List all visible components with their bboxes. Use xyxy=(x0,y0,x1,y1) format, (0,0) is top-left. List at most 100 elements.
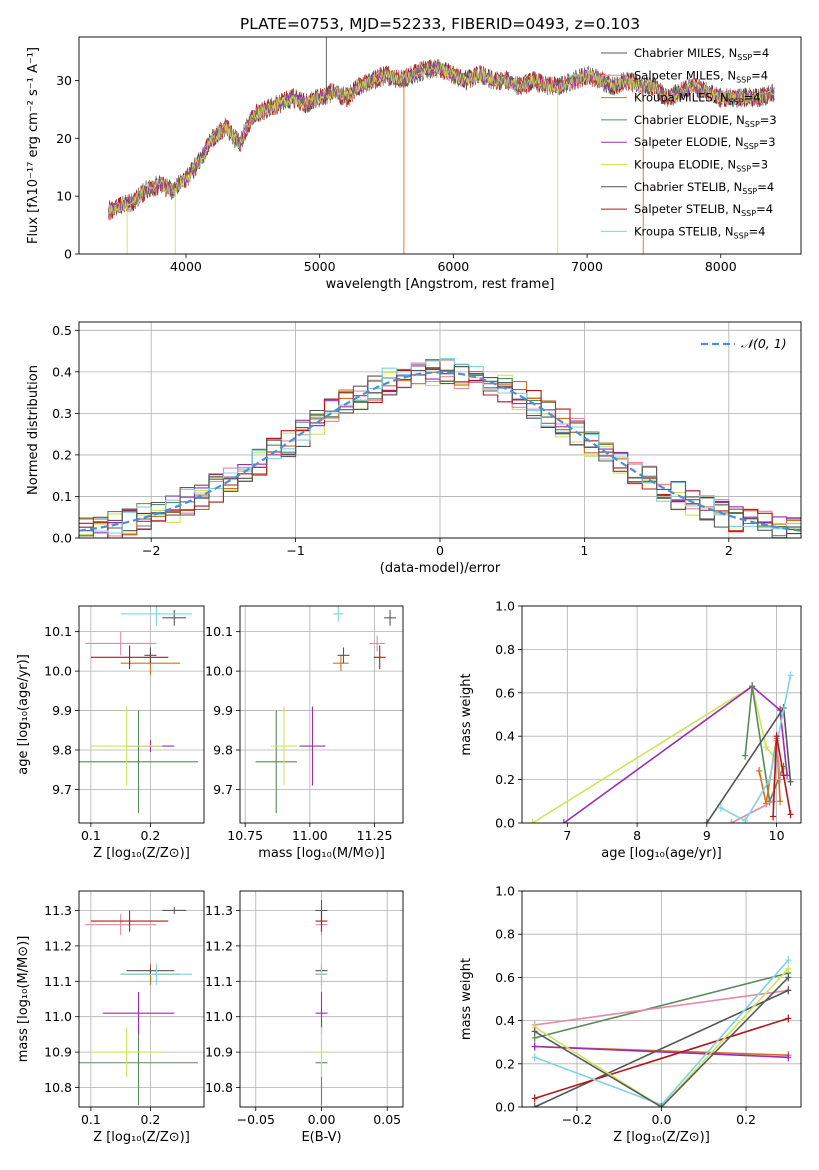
legend-sub: SSP xyxy=(729,98,744,107)
x-axis-label: Z [log₁₀(Z/Z⊙)] xyxy=(93,846,190,861)
y-axis-label: mass weight xyxy=(459,958,474,1040)
y-tick-label: 0.0 xyxy=(495,816,515,831)
x-tick-label: 1 xyxy=(580,543,588,558)
y-tick-label: 30 xyxy=(56,73,72,88)
y-tick-label: 10.1 xyxy=(205,624,233,639)
y-tick-label: 11.1 xyxy=(44,974,72,989)
x-tick-label: 7000 xyxy=(571,259,603,274)
y-tick-label: 0.8 xyxy=(495,642,515,657)
legend-sub: SSP xyxy=(737,53,752,62)
y-tick-label: 0.0 xyxy=(52,531,72,546)
y-tick-label: 10.9 xyxy=(44,1045,72,1060)
y-tick-label: 9.7 xyxy=(213,782,233,797)
x-tick-label: 0.00 xyxy=(308,1112,336,1127)
histogram-chabrier_miles xyxy=(79,366,801,538)
x-tick-label: 7 xyxy=(563,828,571,843)
series-line-chabrier_elodie xyxy=(744,686,785,805)
y-tick-label: 0.2 xyxy=(52,447,72,462)
x-tick-label: 0.2 xyxy=(140,1112,160,1127)
y-tick-label: 0.6 xyxy=(495,685,515,700)
y-tick-label: 10.8 xyxy=(44,1080,72,1095)
legend-sub: SSP xyxy=(734,231,749,240)
y-tick-label: 0.4 xyxy=(52,364,72,379)
series xyxy=(531,956,792,1107)
plot-frame xyxy=(239,890,404,1108)
x-tick-label: −0.2 xyxy=(562,1112,592,1127)
z-mass-panel: 0.1 0.2 10.8 10.9 11.0 11.1 11.2 11.3 Z [log₁₀(Z… xyxy=(16,890,205,1145)
y-tick-label: 10.9 xyxy=(205,1045,233,1060)
legend-sub: SSP xyxy=(736,165,751,174)
y-tick-label: 9.9 xyxy=(213,703,233,718)
x-tick-label: 10.75 xyxy=(227,828,263,843)
legend-sub: SSP xyxy=(744,142,759,151)
y-axis-label: mass weight xyxy=(459,673,474,755)
figure-title: PLATE=0753, MJD=52233, FIBERID=0493, z=0… xyxy=(240,15,640,33)
x-tick-label: 11.00 xyxy=(292,828,328,843)
gaussian-curve xyxy=(79,371,801,532)
x-axis-label: age [log₁₀(age/yr)] xyxy=(601,846,722,861)
y-axis-label: mass [log₁₀(M/M⊙)] xyxy=(16,936,31,1063)
legend-label-chabrier_stelib: Chabrier STELIB, NSSP=4 xyxy=(634,180,774,196)
x-tick-label: 2 xyxy=(725,543,733,558)
y-tick-label: 0.3 xyxy=(52,406,72,421)
spectrum-line-kroupa_elodie xyxy=(108,62,775,215)
legend-label-chabrier_elodie: Chabrier ELODIE, NSSP=3 xyxy=(634,113,777,129)
x-tick-label: 9 xyxy=(703,828,711,843)
legend-sub: SSP xyxy=(742,187,757,196)
spectrum-panel: 4000 5000 6000 7000 8000 0 10 20 30 wavelength [A… xyxy=(26,36,802,292)
x-tick-label: −1 xyxy=(286,543,304,558)
points xyxy=(79,906,199,1106)
age-weight-panel: 7 8 9 10 0.0 0.2 0.4 0.6 0.8 1.0 age [log₁₀(age/yr… xyxy=(459,599,802,861)
x-tick-label: 0.2 xyxy=(140,828,160,843)
y-tick-label: 0.4 xyxy=(495,729,515,744)
x-tick-label: 0 xyxy=(436,543,444,558)
plot-frame xyxy=(78,36,802,255)
y-tick-label: 0.2 xyxy=(495,1056,515,1071)
legend-rest: =4 xyxy=(757,180,774,194)
series-line-salpeter_stelib xyxy=(534,1017,789,1100)
series-line-chabrier_miles xyxy=(534,976,789,1107)
plot-frame xyxy=(521,890,802,1108)
series-line-salpeter_elodie xyxy=(534,1045,789,1059)
series-line-salpeter_stelib xyxy=(772,736,792,817)
plot-frame xyxy=(78,890,205,1108)
points xyxy=(255,606,397,814)
x-axis-label: (data-model)/error xyxy=(380,561,501,576)
series-line-kroupa_elodie xyxy=(534,968,789,1107)
legend-label-salpeter_miles: Salpeter MILES, NSSP=4 xyxy=(634,68,768,84)
x-axis-label: wavelength [Angstrom, rest frame] xyxy=(326,277,555,292)
y-tick-label: 0.1 xyxy=(52,489,72,504)
y-tick-label: 11.2 xyxy=(44,938,72,953)
plot-frame xyxy=(78,321,802,539)
y-tick-label: 11.3 xyxy=(205,903,233,918)
y-tick-label: 9.7 xyxy=(52,782,72,797)
mass-age-panel: 10.75 11.00 11.25 9.7 9.8 9.9 10.0 10.1 mass [lo… xyxy=(205,605,404,861)
legend-label-salpeter_elodie: Salpeter ELODIE, NSSP=3 xyxy=(634,135,776,151)
x-tick-label: −0.05 xyxy=(237,1112,275,1127)
legend-label-salpeter_stelib: Salpeter STELIB, NSSP=4 xyxy=(634,202,773,218)
series-line-salpeter_elodie xyxy=(563,685,788,823)
legend-rest: =3 xyxy=(760,113,777,127)
x-axis-label: mass [log₁₀(M/M⊙)] xyxy=(258,846,385,861)
y-tick-label: 10.1 xyxy=(44,624,72,639)
legend-rest: =3 xyxy=(751,158,768,172)
plot-frame xyxy=(78,605,205,824)
legend-label-chabrier_miles: Chabrier MILES, NSSP=4 xyxy=(634,46,769,62)
plot-frame xyxy=(239,605,404,824)
points xyxy=(315,899,328,1106)
legend-rest: =4 xyxy=(751,68,768,82)
x-tick-label: 4000 xyxy=(170,259,202,274)
y-axis-label: age [log₁₀(age/yr)] xyxy=(16,654,31,775)
histogram-kroupa_stelib xyxy=(79,358,801,538)
histograms xyxy=(79,358,801,538)
series-line-kroupa_stelib xyxy=(720,675,792,822)
y-tick-label: 11.1 xyxy=(205,974,233,989)
y-tick-label: 0.2 xyxy=(495,772,515,787)
x-tick-label: 0.1 xyxy=(81,1112,101,1127)
y-tick-label: 10.8 xyxy=(205,1080,233,1095)
x-tick-label: 0.2 xyxy=(736,1112,756,1127)
y-tick-label: 10.0 xyxy=(44,664,72,679)
x-axis-label: Z [log₁₀(Z/Z⊙)] xyxy=(93,1130,190,1145)
y-tick-label: 11.0 xyxy=(205,1009,233,1024)
